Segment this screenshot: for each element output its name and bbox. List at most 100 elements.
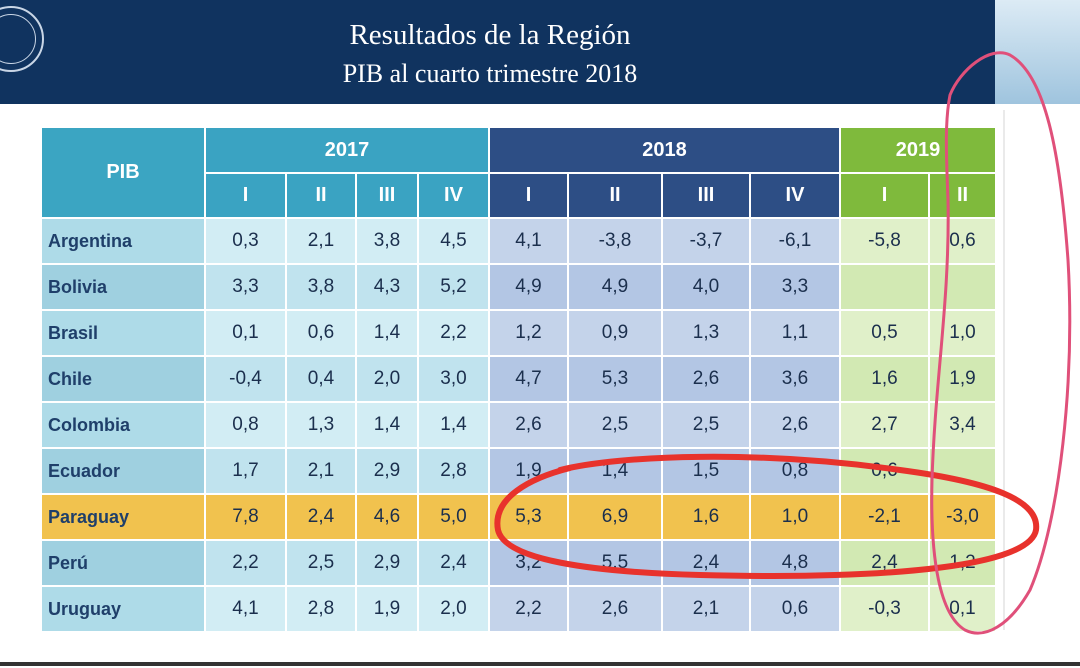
- gdp-value-cell: [930, 265, 995, 309]
- gdp-value-cell: 2,2: [490, 587, 567, 631]
- gdp-value-cell: 3,0: [419, 357, 488, 401]
- country-name: Ecuador: [42, 449, 204, 493]
- gdp-value-cell: 5,5: [569, 541, 661, 585]
- table-row: Uruguay 4,1 2,8 1,9 2,0 2,2 2,6 2,1 0,6 -0,3 0,1: [42, 587, 995, 631]
- gdp-value-cell: -5,8: [841, 219, 928, 263]
- quarter-header: IV: [419, 174, 488, 217]
- gdp-value-cell: 5,3: [490, 495, 567, 539]
- gdp-value-cell: 0,1: [206, 311, 285, 355]
- gdp-value-cell: 2,4: [841, 541, 928, 585]
- table-row: Brasil 0,1 0,6 1,4 2,2 1,2 0,9 1,3 1,1 0,5 1,0: [42, 311, 995, 355]
- gdp-value-cell: 4,1: [206, 587, 285, 631]
- gdp-value-cell: 3,3: [206, 265, 285, 309]
- gdp-value-cell: -0,3: [841, 587, 928, 631]
- bottom-border: [0, 662, 1080, 666]
- year-header-2018: 2018: [490, 128, 839, 172]
- gdp-value-cell: 0,5: [841, 311, 928, 355]
- gdp-value-cell: 1,7: [206, 449, 285, 493]
- gdp-value-cell: 2,5: [287, 541, 355, 585]
- gdp-value-cell: 0,3: [206, 219, 285, 263]
- gdp-value-cell: 5,0: [419, 495, 488, 539]
- gdp-value-cell: 3,8: [287, 265, 355, 309]
- gdp-value-cell: 1,6: [663, 495, 749, 539]
- bank-seal-logo: [0, 6, 44, 72]
- year-header-2019: 2019: [841, 128, 995, 172]
- quarter-header: IV: [751, 174, 839, 217]
- gdp-value-cell: 1,3: [663, 311, 749, 355]
- gdp-value-cell: 2,4: [287, 495, 355, 539]
- gdp-value-cell: 1,4: [357, 403, 417, 447]
- gdp-value-cell: 3,8: [357, 219, 417, 263]
- gdp-value-cell: 2,6: [751, 403, 839, 447]
- gdp-value-cell: 0,6: [930, 219, 995, 263]
- gdp-value-cell: -0,4: [206, 357, 285, 401]
- gdp-value-cell: 1,2: [930, 541, 995, 585]
- quarter-header: II: [287, 174, 355, 217]
- gdp-value-cell: [930, 449, 995, 493]
- table-body: Argentina 0,3 2,1 3,8 4,5 4,1 -3,8 -3,7 -6,1 -5,8…: [42, 219, 995, 631]
- gdp-value-cell: 4,8: [751, 541, 839, 585]
- gdp-value-cell: 2,9: [357, 449, 417, 493]
- quarter-header: I: [490, 174, 567, 217]
- gdp-value-cell: 4,5: [419, 219, 488, 263]
- quarter-header: I: [206, 174, 285, 217]
- gdp-value-cell: 3,6: [751, 357, 839, 401]
- gdp-value-cell: 2,9: [357, 541, 417, 585]
- gdp-value-cell: 1,5: [663, 449, 749, 493]
- gdp-value-cell: 1,3: [287, 403, 355, 447]
- year-header-2017: 2017: [206, 128, 488, 172]
- gdp-value-cell: 2,7: [841, 403, 928, 447]
- country-name: Colombia: [42, 403, 204, 447]
- gdp-value-cell: 1,4: [357, 311, 417, 355]
- gdp-value-cell: 2,6: [663, 357, 749, 401]
- header-decoration: [995, 0, 1080, 104]
- gdp-value-cell: 1,9: [930, 357, 995, 401]
- slide-header: Resultados de la Región PIB al cuarto tr…: [0, 0, 995, 104]
- gdp-value-cell: 0,1: [930, 587, 995, 631]
- gdp-value-cell: 0,9: [569, 311, 661, 355]
- gdp-value-cell: 2,4: [419, 541, 488, 585]
- gdp-value-cell: -3,0: [930, 495, 995, 539]
- gdp-value-cell: -3,7: [663, 219, 749, 263]
- gdp-value-cell: 4,0: [663, 265, 749, 309]
- gdp-value-cell: 4,7: [490, 357, 567, 401]
- gdp-value-cell: 2,8: [287, 587, 355, 631]
- gdp-value-cell: 2,1: [287, 219, 355, 263]
- gdp-value-cell: 2,8: [419, 449, 488, 493]
- quarter-header: II: [569, 174, 661, 217]
- gdp-value-cell: 0,6: [751, 587, 839, 631]
- gdp-value-cell: 1,6: [841, 357, 928, 401]
- gdp-value-cell: 2,5: [663, 403, 749, 447]
- gdp-value-cell: 2,1: [663, 587, 749, 631]
- country-name: Brasil: [42, 311, 204, 355]
- gdp-value-cell: 1,9: [490, 449, 567, 493]
- divider-line: [1003, 110, 1005, 630]
- country-name: Bolivia: [42, 265, 204, 309]
- gdp-value-cell: 3,2: [490, 541, 567, 585]
- gdp-value-cell: 1,2: [490, 311, 567, 355]
- gdp-value-cell: 2,0: [419, 587, 488, 631]
- gdp-value-cell: 7,8: [206, 495, 285, 539]
- gdp-value-cell: 6,9: [569, 495, 661, 539]
- gdp-value-cell: 1,0: [751, 495, 839, 539]
- gdp-value-cell: 1,9: [357, 587, 417, 631]
- gdp-value-cell: 1,4: [419, 403, 488, 447]
- country-name: Paraguay: [42, 495, 204, 539]
- table-row: Ecuador 1,7 2,1 2,9 2,8 1,9 1,4 1,5 0,8 0,6: [42, 449, 995, 493]
- table-row: Perú 2,2 2,5 2,9 2,4 3,2 5,5 2,4 4,8 2,4 1,2: [42, 541, 995, 585]
- gdp-value-cell: 2,5: [569, 403, 661, 447]
- gdp-value-cell: 4,9: [569, 265, 661, 309]
- table-row: Bolivia 3,3 3,8 4,3 5,2 4,9 4,9 4,0 3,3: [42, 265, 995, 309]
- gdp-value-cell: 4,9: [490, 265, 567, 309]
- table-row: Chile -0,4 0,4 2,0 3,0 4,7 5,3 2,6 3,6 1,6 1,9: [42, 357, 995, 401]
- country-name: Uruguay: [42, 587, 204, 631]
- gdp-value-cell: 0,8: [206, 403, 285, 447]
- gdp-value-cell: 4,1: [490, 219, 567, 263]
- gdp-value-cell: 1,1: [751, 311, 839, 355]
- gdp-value-cell: 5,3: [569, 357, 661, 401]
- gdp-value-cell: 0,4: [287, 357, 355, 401]
- gdp-value-cell: 0,6: [841, 449, 928, 493]
- gdp-value-cell: 2,2: [419, 311, 488, 355]
- slide-subtitle: PIB al cuarto trimestre 2018: [342, 59, 638, 88]
- pib-header: PIB: [42, 128, 204, 217]
